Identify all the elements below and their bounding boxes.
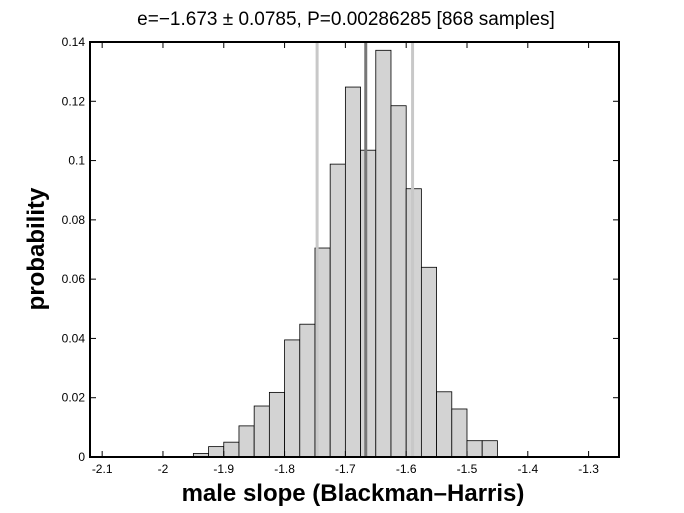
histogram-bar [451,408,468,458]
y-tick-label: 0.08 [62,213,86,227]
x-tick-label: -1.3 [578,462,599,476]
y-tick-label: 0.04 [62,331,86,345]
histogram-bar [329,163,346,458]
x-tick-label: -2 [158,462,169,476]
histogram-bar [208,446,225,458]
y-tick-label: 0 [78,450,85,464]
x-tick-label: -1.9 [213,462,234,476]
histogram-bar [481,440,498,458]
reference-lines-layer [315,42,415,457]
y-axis: 0 0.02 0.04 0.06 0.08 0.1 0.12 0.14 [62,35,619,464]
histogram-bar [284,339,301,458]
histogram-bar [253,405,270,458]
y-tick-label: 0.12 [62,94,86,108]
x-tick-label: -1.8 [274,462,295,476]
x-tick-label: -1.5 [457,462,478,476]
histogram-bar [268,391,285,458]
y-tick-label: 0.1 [68,154,85,168]
y-tick-label: 0.06 [62,272,86,286]
x-tick-label: -1.4 [517,462,538,476]
x-axis-label: male slope (Blackman–Harris) [182,480,525,507]
histogram-bar [223,441,240,458]
x-tick-label: -2.1 [92,462,113,476]
histogram-bar [420,266,437,458]
histogram-bar [466,440,483,458]
y-tick-label: 0.14 [62,35,86,49]
chart-title: e=−1.673 ± 0.0785, P=0.00286285 [868 sam… [137,9,555,30]
y-tick-label: 0.02 [62,391,86,405]
y-axis-label: probability [23,187,50,310]
x-tick-label: -1.6 [396,462,417,476]
histogram-bar [375,49,392,458]
histogram-bar [344,86,361,458]
histogram-bar [436,391,453,458]
histogram-bar [360,149,377,458]
plot-frame [89,41,620,458]
bars-layer [192,49,498,458]
histogram-bar [238,425,255,458]
histogram-bar [390,105,407,458]
histogram-bar [299,323,316,458]
x-axis: -2.1 -2 -1.9 -1.8 -1.7 -1.6 -1.5 -1.4 -1.3 [92,42,599,476]
x-tick-label: -1.7 [335,462,356,476]
